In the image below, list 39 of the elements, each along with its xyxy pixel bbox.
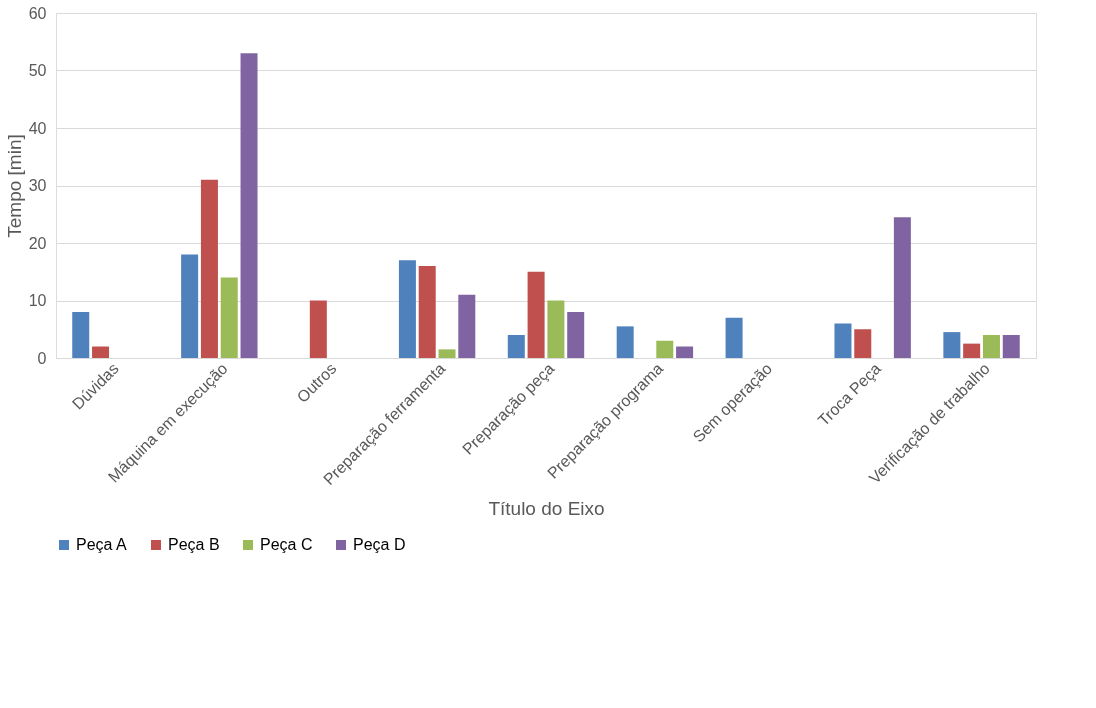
bar xyxy=(220,277,238,358)
bar xyxy=(963,343,981,358)
y-tick-label: 60 xyxy=(28,4,47,22)
bar xyxy=(676,346,694,358)
legend-label: Peça C xyxy=(260,536,313,553)
bar xyxy=(507,335,525,358)
bar xyxy=(834,323,852,358)
bar xyxy=(72,312,90,358)
bar xyxy=(854,329,872,358)
bar xyxy=(1002,335,1020,358)
bar xyxy=(92,346,110,358)
y-tick-label: 0 xyxy=(37,349,47,367)
bar xyxy=(547,300,565,358)
x-axis-title: Título do Eixo xyxy=(488,498,605,520)
y-tick-label: 20 xyxy=(28,234,47,252)
bar xyxy=(725,317,743,358)
y-tick-label: 30 xyxy=(28,177,47,194)
bar xyxy=(309,300,327,358)
bar xyxy=(567,312,585,358)
bar xyxy=(181,254,199,358)
bar xyxy=(616,326,634,358)
bar xyxy=(200,179,218,358)
bar xyxy=(893,217,911,358)
bar xyxy=(458,294,476,358)
bar xyxy=(943,332,961,358)
bar xyxy=(418,266,436,358)
bar xyxy=(656,340,674,358)
y-tick-label: 50 xyxy=(28,62,47,79)
bar xyxy=(982,335,1000,358)
bar xyxy=(527,271,545,358)
y-axis-title: Tempo [min] xyxy=(3,134,25,238)
legend-label: Peça B xyxy=(168,536,220,553)
legend-label: Peça A xyxy=(76,536,128,553)
y-tick-label: 40 xyxy=(28,119,47,137)
legend-label: Peça D xyxy=(353,536,406,553)
y-tick-label: 10 xyxy=(28,292,47,309)
bar xyxy=(438,349,456,358)
bar xyxy=(398,260,416,358)
bar xyxy=(240,53,258,358)
